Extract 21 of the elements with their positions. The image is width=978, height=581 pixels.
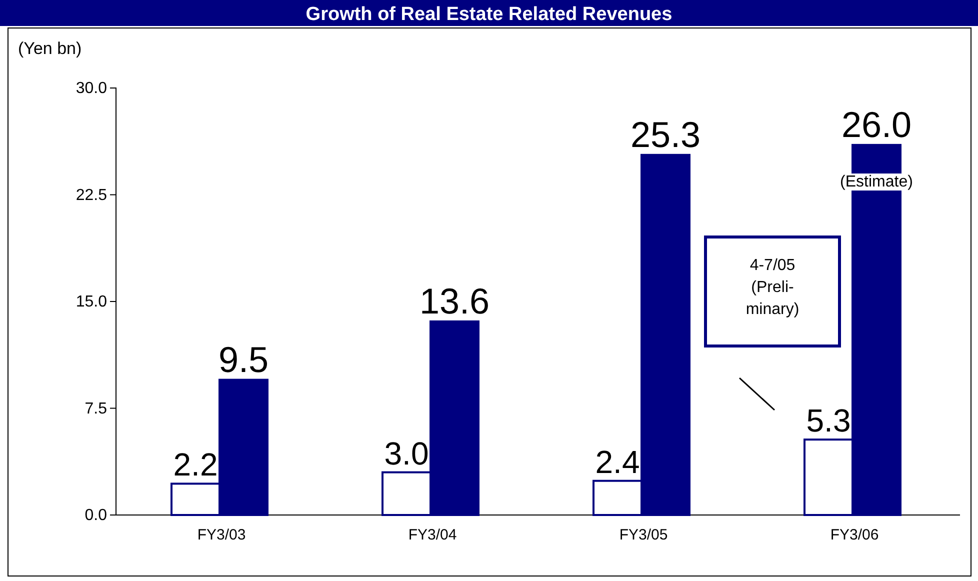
y-tick-label: 0.0: [84, 507, 108, 524]
x-tick-label: FY3/03: [197, 526, 246, 544]
data-label: 3.0: [384, 435, 429, 472]
data-label: 9.5: [218, 338, 269, 380]
x-tick-label: FY3/04: [408, 526, 457, 544]
y-tick-label: 30.0: [76, 80, 108, 98]
y-tick-label: 22.5: [76, 186, 108, 204]
x-tick-label: FY3/05: [619, 526, 668, 544]
data-label: 5.3: [806, 402, 851, 439]
annotation: (Estimate): [840, 174, 913, 191]
chart-title: Growth of Real Estate Related Revenues: [306, 4, 672, 25]
data-label: 26.0: [841, 104, 912, 145]
y-axis-title: (Yen bn): [18, 39, 82, 58]
annotation: 4-7/05 (Preli- minary): [746, 257, 800, 318]
y-tick-label: 7.5: [84, 400, 108, 418]
y-tick-label: 15.0: [76, 294, 108, 311]
x-tick-label: FY3/06: [830, 526, 879, 544]
data-label: 25.3: [630, 114, 701, 155]
data-label: 13.6: [419, 280, 490, 322]
data-label: 2.2: [173, 446, 218, 483]
data-label: 2.4: [595, 444, 640, 480]
